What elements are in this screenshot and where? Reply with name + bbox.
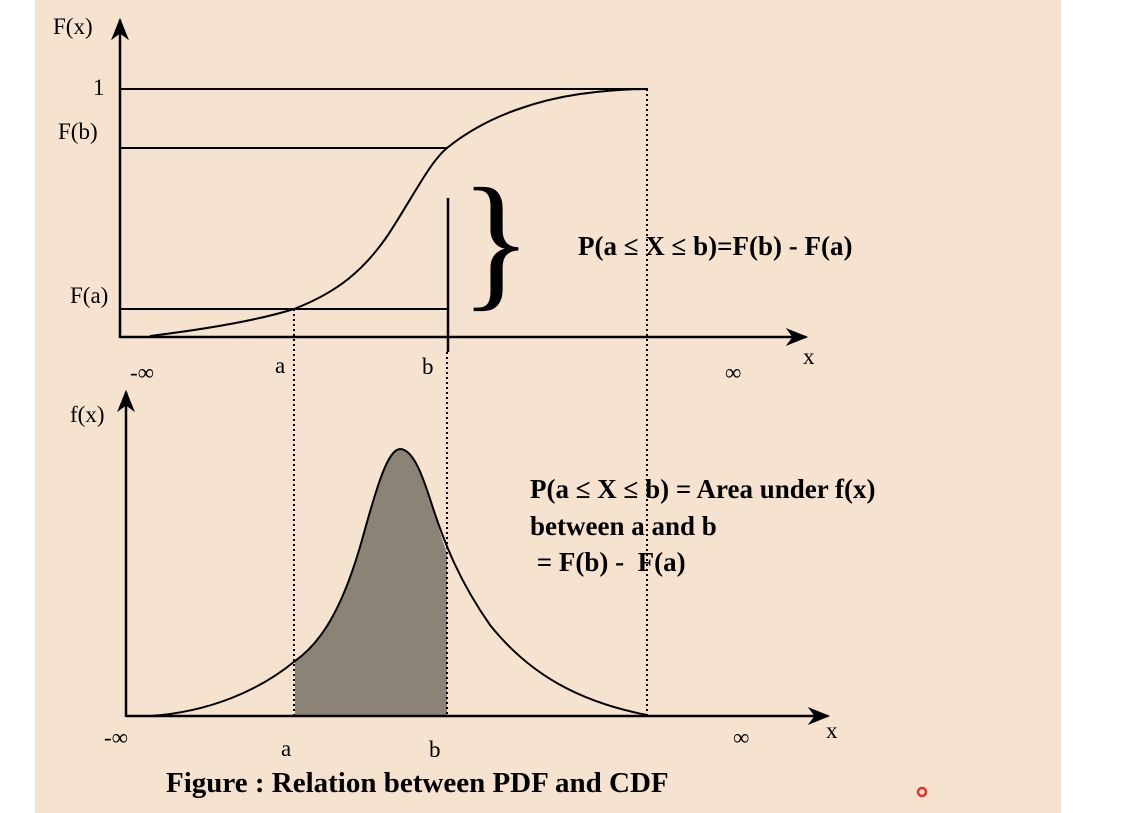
pdf-shaded-area [295, 449, 447, 716]
cdf-y-label: F(x) [53, 14, 93, 39]
pdf-equation-line1: P(a ≤ X ≤ b) = Area under f(x) [530, 474, 876, 504]
pdf-minus-inf: -∞ [104, 725, 128, 750]
cdf-a-label: a [275, 353, 285, 378]
pdf-plus-inf: ∞ [733, 725, 749, 750]
pdf-plot: f(x) -∞ a b ∞ x P(a ≤ X ≤ b) = Area unde… [70, 89, 876, 762]
pdf-curve [149, 447, 648, 717]
pdf-a-label: a [281, 736, 291, 761]
cdf-tick-fb: F(b) [58, 119, 98, 144]
cdf-tick-fa: F(a) [70, 283, 108, 308]
cdf-plus-inf: ∞ [725, 360, 741, 385]
cdf-tick-one: 1 [93, 75, 105, 100]
cdf-x-label: x [803, 344, 815, 369]
cursor-dot [916, 786, 928, 798]
cdf-equation: P(a ≤ X ≤ b)=F(b) - F(a) [578, 231, 852, 261]
figure-caption: Figure : Relation between PDF and CDF [166, 767, 669, 799]
cdf-brace: } [460, 158, 532, 324]
cdf-plot: } F(x) 1 F(b) F(a) -∞ a b ∞ x P(a ≤ X ≤ … [53, 14, 852, 385]
cdf-curve [149, 88, 649, 337]
pdf-x-label: x [826, 718, 838, 743]
pdf-b-label: b [429, 737, 441, 762]
pdf-equation-line3: = F(b) - F(a) [530, 547, 686, 577]
pdf-y-label: f(x) [70, 402, 104, 427]
pdf-equation-line2: between a and b [530, 511, 717, 541]
cdf-minus-inf: -∞ [130, 360, 154, 385]
cdf-b-label: b [422, 354, 434, 379]
